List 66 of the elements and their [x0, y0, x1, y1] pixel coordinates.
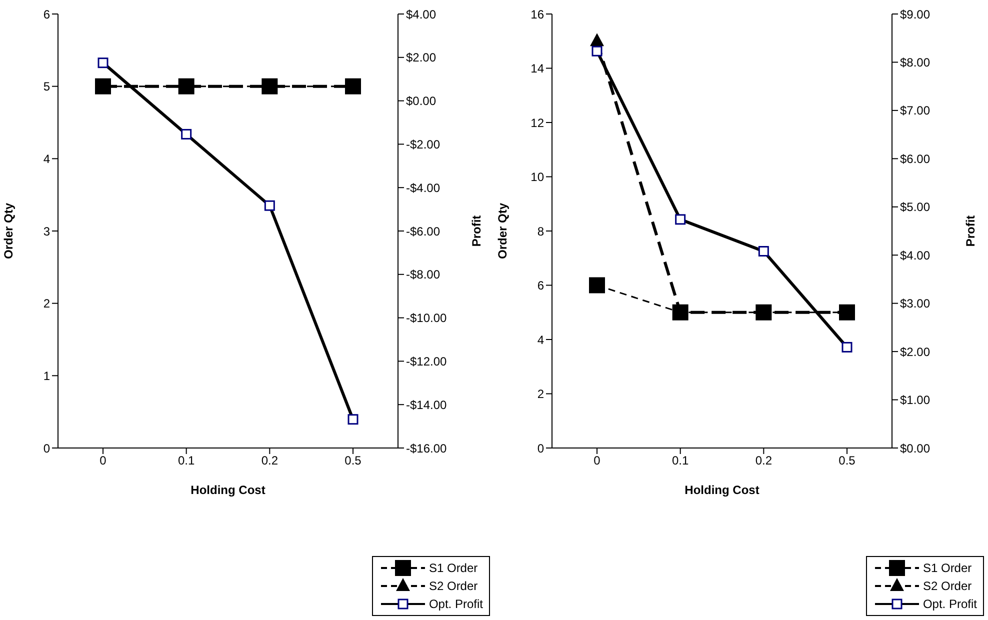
y2-tick-label: -$2.00: [406, 137, 440, 152]
y2-tick-label: $0.00: [900, 441, 930, 456]
point: [592, 46, 602, 56]
y2-tick-label: -$14.00: [406, 398, 448, 412]
x-tick-label: 0.2: [755, 454, 772, 468]
y2-tick-label: -$4.00: [406, 180, 440, 195]
point: [758, 246, 769, 257]
y2-tick-label: $1.00: [900, 393, 930, 408]
y-tick-label: 5: [43, 80, 50, 94]
legend-label: Opt. Profit: [922, 597, 977, 611]
y-tick-label: 0: [537, 441, 544, 456]
y2-axis-title: Profit: [963, 215, 978, 247]
y-tick-label: 14: [530, 62, 544, 76]
y2-tick-label: -$8.00: [406, 268, 440, 282]
y2-tick-label: -$6.00: [406, 224, 440, 238]
y-tick-label: 12: [530, 116, 544, 130]
y2-tick-label: $4.00: [406, 7, 436, 22]
legend-label: S1 Order: [428, 561, 478, 575]
x-tick-label: 0: [594, 454, 601, 468]
x-axis-title: Holding Cost: [190, 483, 266, 497]
legend-label: S2 Order: [428, 579, 478, 593]
point: [98, 58, 108, 68]
y2-tick-label: $0.00: [406, 94, 436, 108]
y2-tick-label: $4.00: [900, 248, 930, 262]
point: [264, 200, 275, 211]
y-tick-label: 3: [43, 224, 50, 238]
y-tick-label: 4: [537, 332, 544, 347]
point: [842, 342, 852, 352]
y2-tick-label: $8.00: [900, 55, 930, 70]
y-tick-label: 0: [43, 441, 50, 456]
x-tick-label: 0.5: [838, 454, 856, 468]
x-tick-label: 0: [100, 454, 107, 468]
y2-tick-label: $9.00: [900, 7, 930, 22]
legend-label: S1 Order: [922, 561, 972, 575]
y2-tick-label: -$10.00: [406, 311, 448, 326]
y-tick-label: 16: [530, 7, 544, 22]
point: [589, 277, 605, 294]
legend-label: Opt. Profit: [428, 597, 483, 611]
x-tick-label: 0.5: [344, 454, 362, 468]
point: [348, 414, 358, 425]
x-tick-label: 0.1: [672, 454, 689, 468]
y-tick-label: 6: [537, 278, 544, 293]
y-tick-label: 2: [537, 387, 544, 402]
y2-tick-label: -$16.00: [406, 441, 448, 456]
y2-tick-label: $5.00: [900, 200, 930, 214]
legend-label: S2 Order: [922, 579, 972, 593]
y2-tick-label: $3.00: [900, 296, 930, 311]
y-tick-label: 6: [43, 7, 50, 22]
point: [675, 214, 686, 225]
y-tick-label: 8: [537, 224, 544, 238]
y-tick-label: 10: [530, 170, 544, 184]
x-axis-title: Holding Cost: [684, 483, 760, 497]
x-tick-label: 0.2: [261, 454, 278, 468]
y2-tick-label: $6.00: [900, 152, 930, 166]
y-tick-label: 4: [43, 152, 50, 166]
y-tick-label: 2: [43, 296, 50, 311]
x-tick-label: 0.1: [178, 454, 195, 468]
y2-axis-title: Profit: [469, 215, 484, 247]
y-axis-title: Order Qty: [495, 202, 510, 260]
y2-tick-label: -$12.00: [406, 354, 448, 368]
y2-tick-label: $7.00: [900, 104, 930, 118]
y2-tick-label: $2.00: [900, 344, 930, 359]
y2-tick-label: $2.00: [406, 50, 436, 65]
y-axis-title: Order Qty: [1, 202, 16, 260]
point: [181, 128, 192, 140]
y-tick-label: 1: [43, 368, 50, 383]
